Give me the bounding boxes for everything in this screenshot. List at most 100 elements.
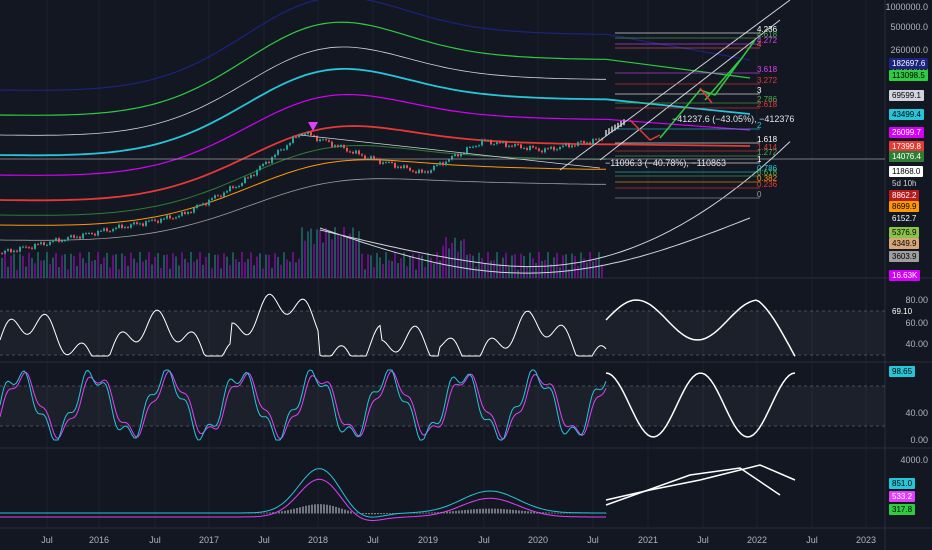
volume-bar xyxy=(31,258,33,278)
volume-bar xyxy=(160,267,162,278)
x-tick-label: 2018 xyxy=(308,535,328,545)
candle-body xyxy=(406,165,408,168)
candle-body xyxy=(100,230,102,232)
price-badge: 16.63K xyxy=(889,270,921,281)
candle-body xyxy=(130,224,132,228)
candle-body xyxy=(157,220,159,223)
candle-body xyxy=(40,242,42,245)
volume-bar xyxy=(235,259,237,278)
volume-bar xyxy=(55,252,57,278)
candle-body xyxy=(64,240,66,242)
macd-hist-bar xyxy=(566,512,568,514)
candle-body xyxy=(466,147,468,153)
candle-body xyxy=(16,250,18,252)
volume-bar xyxy=(601,264,603,278)
candle-body xyxy=(181,212,183,216)
channel-upper xyxy=(559,0,791,171)
volume-bar xyxy=(280,264,282,278)
candle-body xyxy=(205,203,207,206)
volume-bar xyxy=(580,252,582,278)
volume-bar xyxy=(76,266,78,278)
macd-value-badge: 851.0 xyxy=(889,478,916,489)
candle-body xyxy=(565,143,567,146)
volume-bar xyxy=(325,227,327,278)
candle-body xyxy=(358,150,360,155)
projection-arrow-green xyxy=(659,39,756,139)
volume-bar xyxy=(424,266,426,278)
volume-bar xyxy=(310,228,312,278)
volume-bar xyxy=(454,237,456,278)
candle-body xyxy=(139,223,141,225)
projection-candle xyxy=(605,130,607,136)
volume-bar xyxy=(82,258,84,278)
macd-hist-bar xyxy=(371,513,373,515)
rsi-tick-label: 80.00 xyxy=(905,295,928,305)
volume-bar xyxy=(349,233,351,278)
candle-body xyxy=(412,170,414,172)
candle-body xyxy=(238,185,240,188)
volume-bar xyxy=(571,253,573,278)
volume-bar xyxy=(118,269,120,278)
volume-bar xyxy=(463,238,465,278)
candle-body xyxy=(400,166,402,169)
volume-bar xyxy=(247,259,249,278)
volume-bar xyxy=(79,252,81,278)
macd-hist-bar xyxy=(452,511,454,514)
candle-body xyxy=(448,159,450,162)
volume-bar xyxy=(154,257,156,278)
macd-hist-bar xyxy=(305,505,307,514)
volume-bar xyxy=(538,252,540,278)
fib-label: 3 xyxy=(757,86,762,95)
volume-bar xyxy=(427,252,429,278)
price-badge: 26099.7 xyxy=(889,127,924,138)
macd-hist-bar xyxy=(485,508,487,514)
candle-body xyxy=(1,253,3,255)
candle-body xyxy=(589,142,591,145)
volume-bar xyxy=(16,269,18,278)
candle-body xyxy=(43,242,45,245)
top-marker xyxy=(308,122,318,131)
volume-bar xyxy=(499,263,501,278)
candle-body xyxy=(382,162,384,164)
candle-body xyxy=(277,150,279,155)
volume-bar xyxy=(418,254,420,278)
candle-body xyxy=(73,235,75,238)
band-white xyxy=(0,46,606,136)
candle-body xyxy=(223,192,225,197)
projection-arrow-red xyxy=(629,119,661,141)
macd-hist-bar xyxy=(557,512,559,514)
candle-body xyxy=(70,235,72,238)
candle-body xyxy=(91,232,93,234)
volume-bar xyxy=(166,254,168,278)
candle-body xyxy=(268,161,270,164)
candle-body xyxy=(253,174,255,176)
candle-body xyxy=(76,236,78,238)
volume-bar xyxy=(547,252,549,278)
candle-body xyxy=(88,232,90,234)
macd-hist-bar xyxy=(530,511,532,514)
candle-body xyxy=(124,226,126,228)
macd-hist-bar xyxy=(509,509,511,514)
volume-bar xyxy=(244,262,246,278)
volume-bar xyxy=(130,252,132,278)
price-badge: 11868.0 xyxy=(889,166,924,177)
macd-hist-bar xyxy=(527,511,529,514)
price-badge: 5376.9 xyxy=(889,227,920,238)
fib-label: 2.786 xyxy=(757,95,778,104)
candle-body xyxy=(430,170,432,173)
candle-body xyxy=(502,141,504,143)
candle-body xyxy=(319,139,321,142)
candle-body xyxy=(34,243,36,249)
candle-body xyxy=(439,162,441,165)
volume-bar xyxy=(517,269,519,278)
volume-bar xyxy=(112,255,114,278)
candle-body xyxy=(529,146,531,150)
band-green xyxy=(0,21,606,116)
candles xyxy=(1,130,603,255)
macd-line xyxy=(0,468,606,518)
candle-body xyxy=(544,148,546,153)
macd-hist-bar xyxy=(470,509,472,514)
candle-body xyxy=(457,154,459,157)
candle-body xyxy=(442,162,444,166)
